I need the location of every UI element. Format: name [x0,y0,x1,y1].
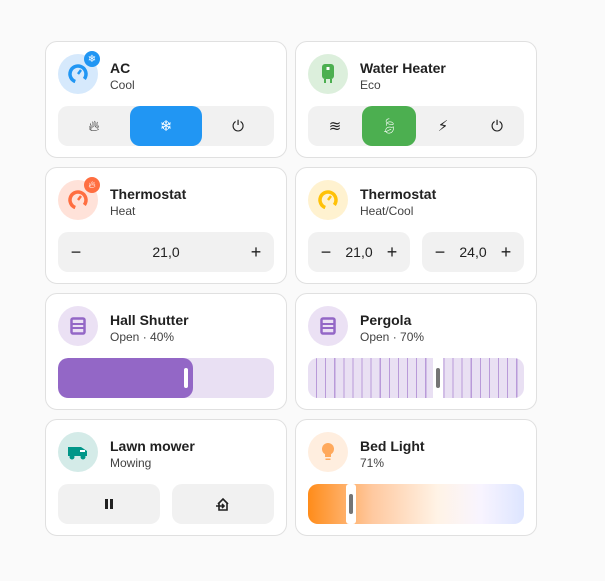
thermostat-icon[interactable] [308,180,348,220]
robot-mower-icon[interactable] [58,432,98,472]
position-slider[interactable] [58,358,274,398]
increase-button[interactable]: + [386,241,398,262]
card-title: Lawn mower [110,438,195,454]
performance-icon: ⚡︎ [437,118,449,135]
hall-shutter-card[interactable]: Hall Shutter Open · 40% [45,293,287,410]
card-state: Eco [360,78,381,92]
card-state: 71% [360,456,385,470]
card-state: Cool [110,78,135,92]
card-title: Hall Shutter [110,312,189,328]
decrease-button[interactable]: − [320,241,332,262]
card-state: Open · 70% [360,330,425,344]
snowflake-icon: ❄ [84,51,100,67]
slider-handle[interactable] [346,484,356,524]
card-title: AC [110,60,131,76]
card-title: Thermostat [110,186,187,202]
leaf-icon: 🍃︎ [379,118,399,135]
target-temperature: 21,0 [152,244,180,260]
operation-mode-control: ≋ 🍃︎ ⚡︎ ⏻ [308,106,524,146]
mode-electric-button[interactable]: ≋ [308,106,362,146]
card-title: Pergola [360,312,412,328]
target-low: 21,0 [345,244,373,260]
mode-performance-button[interactable]: ⚡︎ [416,106,470,146]
lightbulb-icon[interactable] [308,432,348,472]
return-home-button[interactable] [172,484,274,524]
decrease-button[interactable]: − [434,241,446,262]
home-import-icon [216,497,229,511]
water-heater-card[interactable]: Water Heater Eco ≋ 🍃︎ ⚡︎ ⏻ [295,41,537,158]
shutter-icon[interactable] [308,306,348,346]
ac-card[interactable]: ❄ AC Cool 🔥︎ ❄ ⏻ [45,41,287,158]
pergola-card[interactable]: Pergola Open · 70% [295,293,537,410]
card-title: Water Heater [360,60,446,76]
power-icon: ⏻ [491,117,503,135]
slider-handle[interactable] [184,368,188,388]
snowflake-icon: ❄ [159,118,173,135]
target-high: 24,0 [459,244,487,260]
target-low-control: − 21,0 + [308,232,410,272]
water-heater-icon[interactable] [308,54,348,94]
fire-icon: 🔥︎ [88,117,100,135]
lawn-mower-card[interactable]: Lawn mower Mowing [45,419,287,536]
card-state: Open · 40% [110,330,175,344]
tilt-slider[interactable] [308,358,524,398]
card-title: Thermostat [360,186,437,202]
card-state: Heat [110,204,136,218]
fire-icon: 🔥︎ [84,177,100,193]
thermostat-icon[interactable] [58,180,98,220]
shutter-icon[interactable] [58,306,98,346]
card-title: Bed Light [360,438,425,454]
slider-fill [58,358,193,398]
increase-button[interactable]: + [250,241,262,262]
mode-heat-button[interactable]: 🔥︎ [58,106,130,146]
hvac-mode-control: 🔥︎ ❄ ⏻ [58,106,274,146]
power-icon: ⏻ [232,117,244,135]
color-temp-slider[interactable] [308,484,524,524]
pause-icon [105,499,113,509]
mode-eco-button[interactable]: 🍃︎ [362,106,416,146]
card-state: Mowing [110,456,152,470]
slider-handle[interactable] [433,358,443,398]
thermostat-heatcool-card[interactable]: Thermostat Heat/Cool − 21,0 + − 24,0 + [295,167,537,284]
mode-off-button[interactable]: ⏻ [202,106,274,146]
target-high-control: − 24,0 + [422,232,524,272]
card-state: Heat/Cool [360,204,414,218]
bed-light-card[interactable]: Bed Light 71% [295,419,537,536]
increase-button[interactable]: + [500,241,512,262]
decrease-button[interactable]: − [70,241,82,262]
pause-button[interactable] [58,484,160,524]
mode-cool-button[interactable]: ❄ [130,106,202,146]
heat-wave-icon: ≋ [328,118,342,135]
target-temperature-control: − 21,0 + [58,232,274,272]
mode-off-button[interactable]: ⏻ [470,106,524,146]
thermostat-heat-card[interactable]: 🔥︎ Thermostat Heat − 21,0 + [45,167,287,284]
